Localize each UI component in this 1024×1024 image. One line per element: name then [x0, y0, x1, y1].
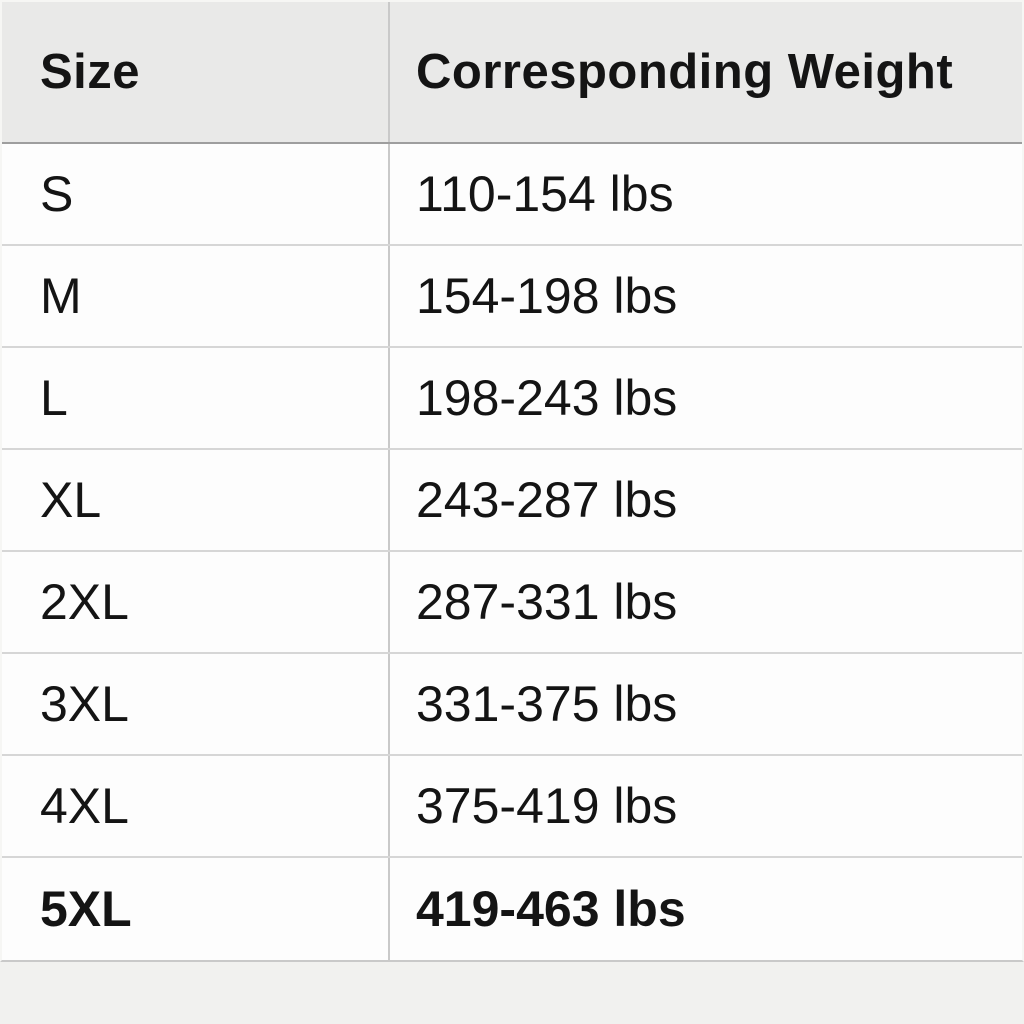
column-header-weight: Corresponding Weight	[416, 44, 954, 99]
weight-cell: 419-463 lbs	[416, 881, 686, 937]
size-cell: M	[2, 246, 390, 346]
weight-cell: 243-287 lbs	[416, 472, 678, 528]
size-weight-table: Size Corresponding Weight S 110-154 lbs …	[0, 0, 1024, 962]
table-row: 3XL 331-375 lbs	[2, 654, 1022, 756]
table-row: 2XL 287-331 lbs	[2, 552, 1022, 654]
size-cell: 4XL	[2, 756, 390, 856]
table-body: S 110-154 lbs M 154-198 lbs L 198-243 lb…	[2, 144, 1022, 960]
table-header-row: Size Corresponding Weight	[2, 2, 1022, 144]
size-cell: 5XL	[2, 858, 390, 960]
column-header-size: Size	[2, 2, 390, 142]
size-cell: 2XL	[2, 552, 390, 652]
weight-cell: 198-243 lbs	[416, 370, 678, 426]
weight-cell: 110-154 lbs	[416, 166, 674, 222]
table-row: L 198-243 lbs	[2, 348, 1022, 450]
weight-cell: 331-375 lbs	[416, 676, 678, 732]
table-row: XL 243-287 lbs	[2, 450, 1022, 552]
size-cell: S	[2, 144, 390, 244]
weight-cell: 154-198 lbs	[416, 268, 678, 324]
table-row: M 154-198 lbs	[2, 246, 1022, 348]
weight-cell: 375-419 lbs	[416, 778, 678, 834]
weight-cell: 287-331 lbs	[416, 574, 678, 630]
table-row: 5XL 419-463 lbs	[2, 858, 1022, 960]
size-cell: XL	[2, 450, 390, 550]
size-cell: L	[2, 348, 390, 448]
table-row: 4XL 375-419 lbs	[2, 756, 1022, 858]
table-row: S 110-154 lbs	[2, 144, 1022, 246]
size-cell: 3XL	[2, 654, 390, 754]
